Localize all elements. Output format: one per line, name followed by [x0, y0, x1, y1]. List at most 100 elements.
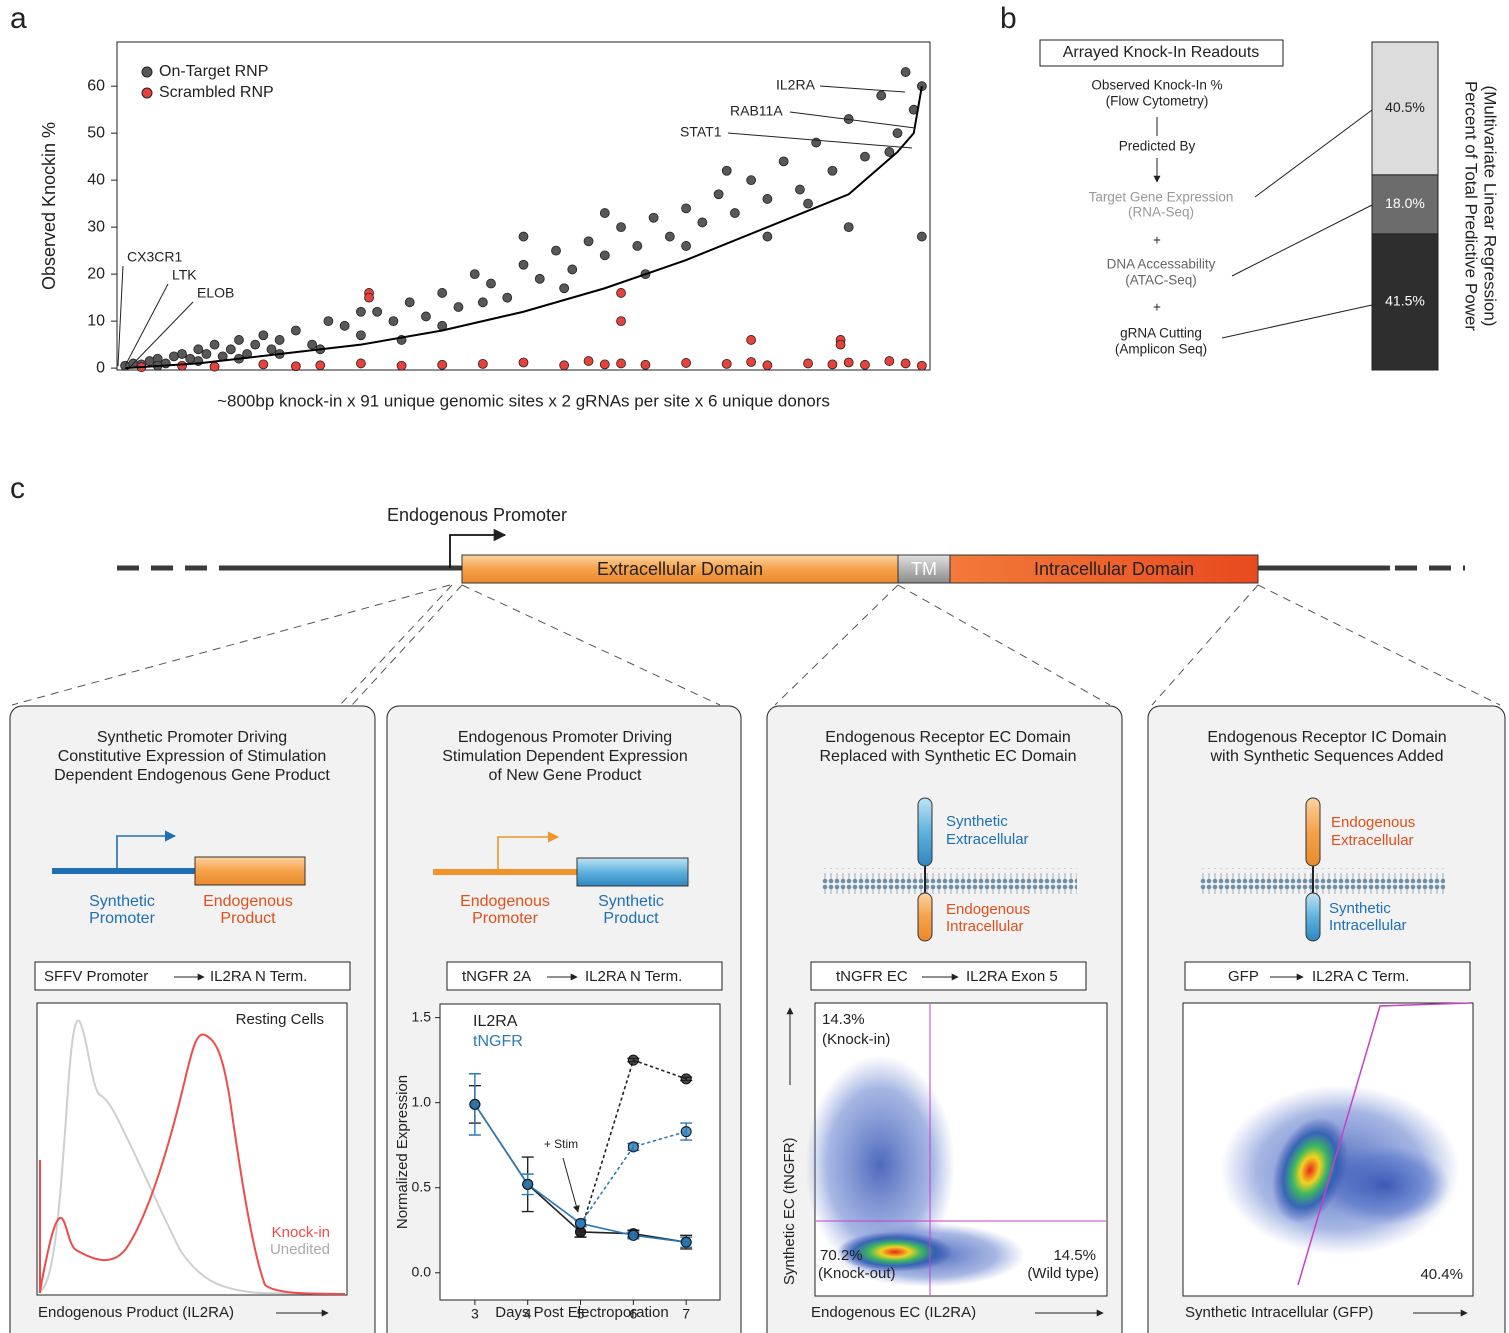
line: (RNA-Seq) — [1128, 205, 1194, 220]
point — [560, 284, 569, 293]
panel-letter: b — [1000, 2, 1017, 35]
point — [836, 340, 845, 349]
construct: tNGFR EC — [836, 968, 908, 985]
label: Extracellular — [946, 831, 1029, 848]
label: Endogenous — [1331, 814, 1415, 831]
gate-label: 70.2% — [820, 1247, 863, 1264]
x-axis-label: Endogenous EC (IL2RA) — [811, 1304, 976, 1321]
point — [308, 340, 317, 349]
construct: GFP — [1228, 968, 1259, 985]
point — [178, 350, 187, 359]
legend-entry: IL2RA — [473, 1013, 518, 1030]
point — [804, 359, 813, 368]
construct: IL2RA Exon 5 — [966, 968, 1058, 985]
y-axis-label: Percent of Total Predictive Power — [1462, 81, 1481, 331]
legend-entry: tNGFR — [473, 1033, 523, 1050]
panel-letter: a — [10, 2, 27, 35]
x-axis-label: Endogenous Product (IL2RA) — [38, 1304, 234, 1321]
point — [470, 270, 479, 279]
promoter-label: Endogenous Promoter — [387, 505, 567, 525]
point — [763, 194, 772, 203]
point — [617, 317, 626, 326]
construct: IL2RA C Term. — [1312, 968, 1409, 985]
title: Endogenous Receptor EC Domain — [825, 729, 1070, 746]
point — [438, 288, 447, 297]
point — [356, 307, 365, 316]
point — [730, 209, 739, 218]
title: Stimulation Dependent Expression — [442, 748, 687, 765]
y-axis-label: Normalized Expression — [394, 1075, 411, 1229]
point — [275, 335, 284, 344]
domain — [918, 893, 932, 941]
point — [649, 213, 658, 222]
x-axis-label: Synthetic Intracellular (GFP) — [1185, 1304, 1373, 1321]
title: Synthetic Promoter Driving — [97, 729, 287, 746]
gene-box — [577, 858, 688, 886]
point — [682, 358, 691, 367]
point — [405, 298, 414, 307]
title: Endogenous Receptor IC Domain — [1207, 729, 1446, 746]
y-axis-label: Observed Knockin % — [39, 122, 59, 290]
point — [682, 241, 691, 250]
box-title: Arrayed Knock-In Readouts — [1063, 44, 1260, 61]
point — [828, 166, 837, 175]
y-tick-label: 0 — [96, 359, 105, 376]
point — [519, 358, 528, 367]
point — [397, 361, 406, 370]
line: Observed Knock-In % — [1091, 78, 1222, 93]
gate-label: (Wild type) — [1027, 1265, 1099, 1282]
point — [860, 152, 869, 161]
domain — [1306, 893, 1320, 941]
annotation: ELOB — [197, 285, 234, 301]
point — [747, 358, 756, 367]
title: Dependent Endogenous Gene Product — [54, 767, 330, 784]
gate-label: 40.4% — [1420, 1266, 1463, 1283]
label: Synthetic — [89, 893, 155, 910]
title: Constitutive Expression of Stimulation — [58, 748, 327, 765]
point — [600, 251, 609, 260]
point — [576, 1218, 586, 1228]
point — [169, 352, 178, 361]
title: Replaced with Synthetic EC Domain — [819, 748, 1076, 765]
x-axis-label: Days Post Electroporation — [495, 1304, 668, 1321]
point — [860, 360, 869, 369]
y-tick-label: 50 — [87, 124, 105, 141]
label: Endogenous — [203, 893, 293, 910]
point — [747, 335, 756, 344]
y-tick-label: 40 — [87, 171, 105, 188]
point — [901, 68, 910, 77]
y-tick-label: 30 — [87, 218, 105, 235]
membrane — [822, 868, 1077, 894]
readouts: Observed Knock-In % (Flow Cytometry) Pre… — [1089, 78, 1234, 357]
line: Predicted By — [1119, 139, 1196, 154]
label: Endogenous — [946, 901, 1030, 918]
y-tick-label: 20 — [87, 265, 105, 282]
label: Synthetic — [598, 893, 664, 910]
point — [340, 321, 349, 330]
y-tick-label: 1.5 — [412, 1008, 432, 1024]
point — [681, 1237, 691, 1247]
point — [681, 1127, 691, 1137]
label: Synthetic — [1329, 900, 1391, 917]
annotation: + Stim — [544, 1137, 578, 1151]
domain — [918, 798, 932, 866]
panel-letter: c — [10, 472, 25, 505]
line: Target Gene Expression — [1089, 190, 1234, 205]
point — [356, 331, 365, 340]
point — [641, 360, 650, 369]
annotation: IL2RA — [776, 77, 816, 93]
point — [747, 176, 756, 185]
legend-marker — [142, 88, 152, 98]
point — [389, 317, 398, 326]
y-axis-label: (Multivariate Linear Regression) — [1481, 86, 1500, 327]
construct: tNGFR 2A — [462, 968, 531, 985]
point — [470, 1099, 480, 1109]
annotation: STAT1 — [680, 124, 722, 140]
point — [628, 1055, 638, 1065]
label: Endogenous — [460, 893, 550, 910]
title: Endogenous Promoter Driving — [458, 729, 672, 746]
point — [478, 359, 487, 368]
point — [885, 357, 894, 366]
domain — [1306, 798, 1320, 866]
point — [251, 340, 260, 349]
